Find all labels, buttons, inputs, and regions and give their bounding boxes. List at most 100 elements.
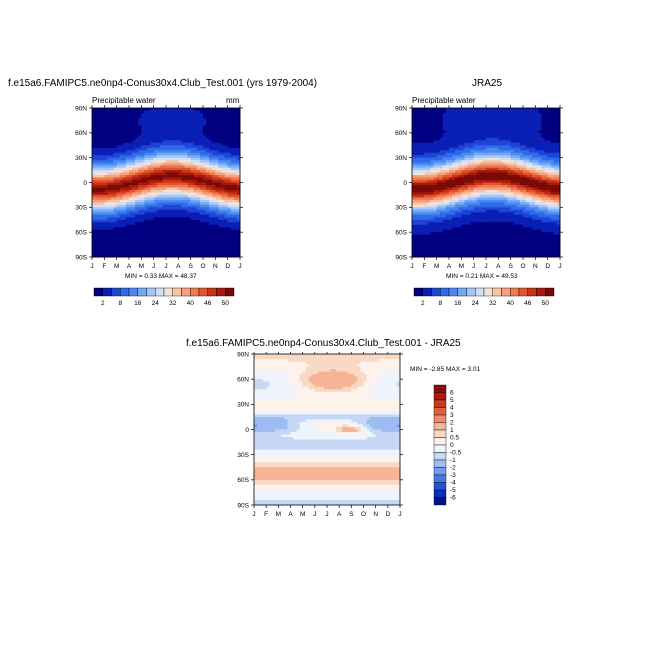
- heatmap-cell: [427, 122, 431, 126]
- heatmap-cell: [129, 232, 133, 236]
- heatmap-cell: [132, 197, 136, 201]
- heatmap-cell: [199, 117, 204, 121]
- heatmap-cell: [172, 219, 176, 223]
- heatmap-cell: [181, 132, 185, 136]
- heatmap-cell: [107, 108, 111, 111]
- heatmap-cell: [495, 244, 499, 248]
- heatmap-cell: [203, 155, 207, 159]
- heatmap-cell: [193, 175, 198, 178]
- heatmap-cell: [98, 217, 102, 221]
- heatmap-cell: [190, 244, 195, 248]
- heatmap-cell: [156, 209, 161, 213]
- heatmap-cell: [507, 187, 512, 191]
- heatmap-cell: [172, 142, 176, 146]
- heatmap-cell: [107, 202, 111, 206]
- heatmap-cell: [418, 142, 422, 146]
- heatmap-cell: [464, 110, 468, 114]
- heatmap-cell: [224, 212, 229, 216]
- heatmap-cell: [424, 125, 428, 129]
- heatmap-cell: [110, 244, 114, 248]
- heatmap-cell: [215, 184, 219, 188]
- heatmap-cell: [449, 170, 453, 173]
- heatmap-cell: [110, 204, 114, 208]
- heatmap-cell: [187, 130, 192, 134]
- heatmap-cell: [498, 115, 502, 119]
- heatmap-cell: [199, 155, 204, 159]
- heatmap-cell: [175, 214, 179, 218]
- heatmap-cell: [95, 115, 99, 119]
- heatmap-cell: [418, 150, 422, 154]
- heatmap-cell: [418, 180, 422, 183]
- heatmap-cell: [175, 217, 179, 221]
- heatmap-cell: [169, 237, 173, 241]
- heatmap-cell: [110, 122, 114, 126]
- heatmap-cell: [203, 219, 207, 223]
- heatmap-cell: [199, 140, 204, 144]
- heatmap-cell: [482, 207, 487, 211]
- heatmap-cell: [436, 197, 441, 201]
- heatmap-cell: [227, 202, 232, 206]
- heatmap-cell: [230, 157, 235, 161]
- heatmap-cell: [495, 199, 499, 203]
- heatmap-cell: [141, 184, 145, 188]
- heatmap-cell: [98, 229, 102, 233]
- heatmap-cell: [209, 137, 213, 141]
- heatmap-cell: [132, 209, 136, 213]
- heatmap-cell: [169, 252, 173, 255]
- heatmap-cell: [215, 234, 219, 238]
- heatmap-cell: [193, 232, 198, 236]
- heatmap-cell: [178, 199, 182, 203]
- heatmap-cell: [479, 157, 484, 161]
- heatmap-cell: [427, 172, 431, 176]
- heatmap-cell: [125, 150, 130, 154]
- heatmap-cell: [110, 237, 114, 241]
- heatmap-cell: [455, 112, 459, 116]
- heatmap-cell: [470, 199, 475, 203]
- heatmap-cell: [92, 137, 96, 141]
- heatmap-cell: [504, 135, 508, 139]
- heatmap-cell: [190, 180, 195, 183]
- heatmap-cell: [181, 147, 185, 151]
- heatmap-cell: [501, 132, 505, 136]
- heatmap-cell: [455, 147, 459, 151]
- heatmap-cell: [113, 254, 118, 258]
- heatmap-cell: [206, 234, 210, 238]
- heatmap-cell: [473, 249, 478, 253]
- heatmap-cell: [206, 165, 210, 168]
- heatmap-cell: [206, 194, 210, 198]
- heatmap-cell: [215, 122, 219, 126]
- heatmap-cell: [135, 197, 139, 201]
- heatmap-cell: [449, 110, 453, 114]
- heatmap-cell: [113, 137, 118, 141]
- heatmap-cell: [209, 177, 213, 181]
- heatmap-cell: [230, 117, 235, 121]
- heatmap-cell: [489, 150, 493, 154]
- heatmap-cell: [233, 112, 238, 116]
- heatmap-cell: [209, 140, 213, 144]
- heatmap-cell: [458, 152, 462, 156]
- heatmap-cell: [132, 162, 136, 166]
- heatmap-cell: [190, 127, 195, 131]
- heatmap-cell: [418, 145, 422, 149]
- heatmap-cell: [461, 152, 465, 156]
- heatmap-cell: [135, 125, 139, 129]
- heatmap-cell: [442, 209, 447, 213]
- heatmap-cell: [470, 202, 475, 206]
- heatmap-cell: [92, 254, 96, 258]
- heatmap-cell: [218, 167, 222, 171]
- heatmap-cell: [181, 212, 185, 216]
- heatmap-cell: [98, 182, 102, 186]
- heatmap-cell: [162, 160, 167, 164]
- heatmap-cell: [452, 135, 456, 139]
- heatmap-cell: [147, 140, 151, 144]
- heatmap-cell: [147, 108, 151, 111]
- heatmap-cell: [492, 187, 496, 191]
- heatmap-cell: [507, 249, 512, 253]
- heatmap-cell: [95, 162, 99, 166]
- heatmap-cell: [458, 197, 462, 201]
- heatmap-cell: [458, 212, 462, 216]
- heatmap-cell: [147, 242, 151, 245]
- heatmap-cell: [187, 108, 192, 111]
- heatmap-cell: [156, 254, 161, 258]
- heatmap-cell: [445, 120, 450, 124]
